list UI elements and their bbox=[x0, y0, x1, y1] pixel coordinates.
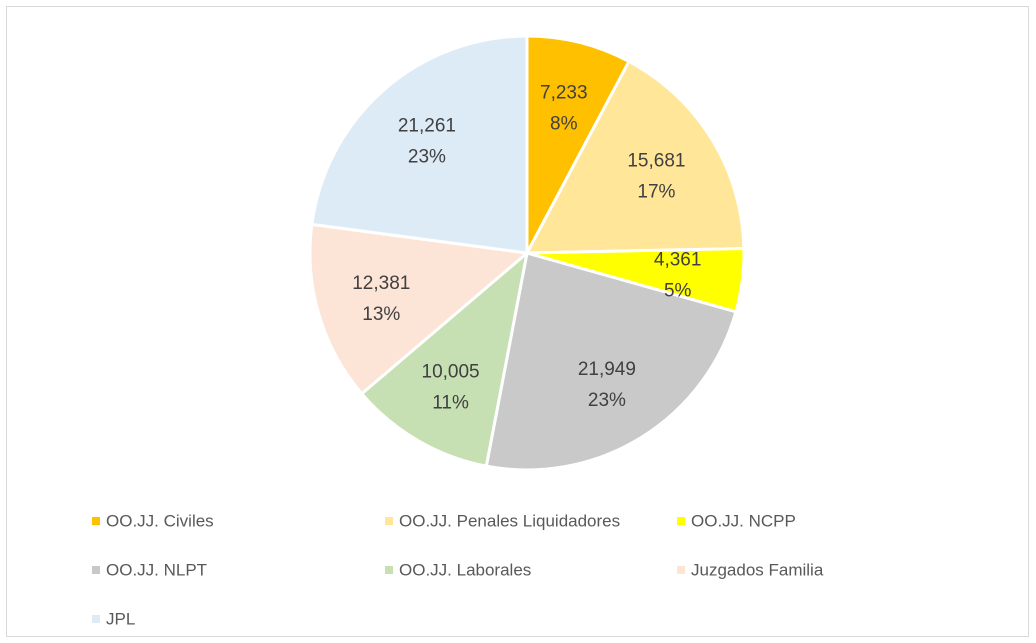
pie-slice bbox=[524, 59, 746, 255]
legend-label: OO.JJ. Penales Liquidadores bbox=[399, 511, 620, 530]
legend-swatch bbox=[92, 566, 100, 574]
value-label: 12,381 bbox=[352, 273, 410, 294]
pie-slice bbox=[308, 222, 531, 396]
value-label: 7,233 bbox=[540, 83, 588, 104]
value-label: 21,949 bbox=[578, 359, 636, 380]
legend-label: OO.JJ. Laborales bbox=[399, 560, 531, 579]
legend-swatch bbox=[385, 517, 393, 525]
legend-swatch bbox=[92, 615, 100, 623]
percent-label: 17% bbox=[637, 181, 675, 202]
value-label: 10,005 bbox=[422, 361, 480, 382]
legend-label: OO.JJ. Civiles bbox=[106, 511, 214, 530]
legend-label: JPL bbox=[106, 609, 135, 628]
percent-label: 5% bbox=[664, 280, 692, 301]
percent-label: 8% bbox=[550, 114, 578, 135]
legend-swatch bbox=[677, 517, 685, 525]
legend-swatch bbox=[677, 566, 685, 574]
percent-label: 23% bbox=[588, 390, 626, 411]
pie-slice bbox=[310, 34, 529, 255]
pie-slice bbox=[525, 34, 632, 254]
value-label: 4,361 bbox=[654, 249, 702, 270]
value-label: 21,261 bbox=[398, 116, 456, 137]
pie-slice bbox=[484, 251, 738, 472]
legend-label: OO.JJ. NCPP bbox=[691, 511, 796, 530]
legend-swatch bbox=[92, 517, 100, 525]
legend-swatch bbox=[385, 566, 393, 574]
value-label: 15,681 bbox=[627, 150, 685, 171]
legend-label: OO.JJ. NLPT bbox=[106, 560, 207, 579]
percent-label: 13% bbox=[362, 304, 400, 325]
legend-label: Juzgados Familia bbox=[691, 560, 824, 579]
percent-label: 11% bbox=[432, 392, 469, 413]
percent-label: 23% bbox=[408, 147, 446, 168]
pie-slice bbox=[359, 249, 530, 468]
